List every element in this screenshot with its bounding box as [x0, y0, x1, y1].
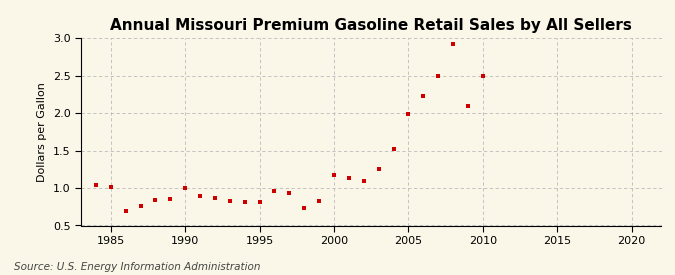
Point [254, 199, 265, 204]
Point [329, 173, 340, 178]
Point [135, 204, 146, 208]
Point [150, 198, 161, 202]
Point [433, 74, 443, 78]
Point [105, 185, 116, 189]
Point [120, 208, 131, 213]
Point [90, 183, 101, 187]
Y-axis label: Dollars per Gallon: Dollars per Gallon [37, 82, 47, 182]
Point [269, 189, 280, 193]
Title: Annual Missouri Premium Gasoline Retail Sales by All Sellers: Annual Missouri Premium Gasoline Retail … [110, 18, 632, 33]
Point [240, 199, 250, 204]
Point [477, 74, 488, 78]
Text: Source: U.S. Energy Information Administration: Source: U.S. Energy Information Administ… [14, 262, 260, 272]
Point [403, 112, 414, 116]
Point [299, 206, 310, 210]
Point [462, 104, 473, 108]
Point [388, 147, 399, 152]
Point [344, 175, 354, 180]
Point [418, 94, 429, 98]
Point [358, 179, 369, 184]
Point [180, 186, 190, 190]
Point [225, 199, 236, 203]
Point [314, 199, 325, 203]
Point [209, 196, 220, 200]
Point [373, 167, 384, 172]
Point [284, 190, 295, 195]
Point [194, 193, 205, 198]
Point [448, 42, 458, 47]
Point [165, 196, 176, 201]
